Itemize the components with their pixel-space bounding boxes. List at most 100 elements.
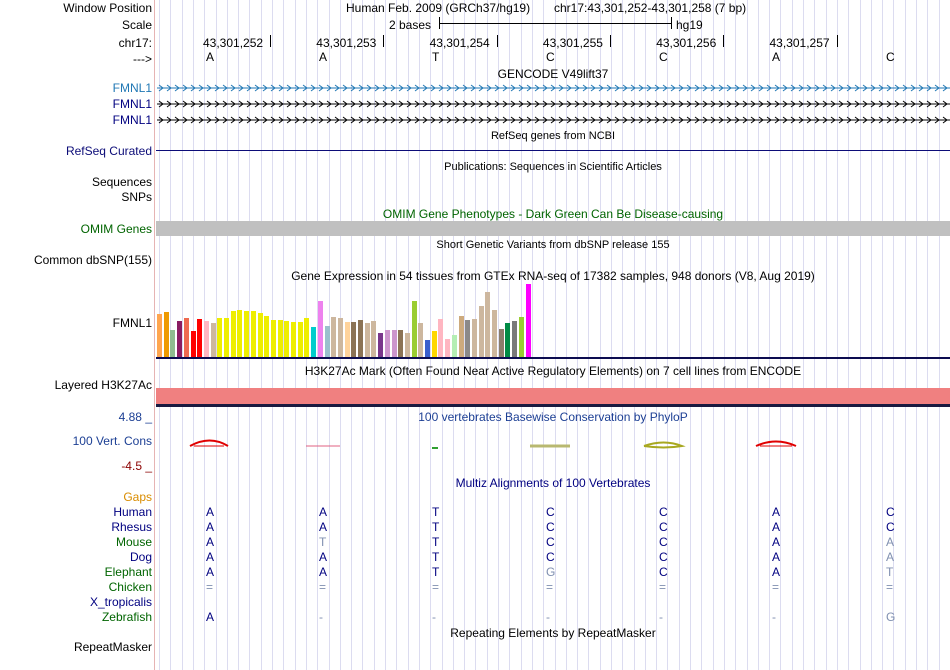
alignment-base: = bbox=[886, 580, 894, 594]
gtex-tissue-bar[interactable] bbox=[304, 318, 310, 357]
gtex-tissue-bar[interactable] bbox=[170, 330, 176, 357]
grid-line bbox=[317, 0, 318, 670]
species-label[interactable]: X_tropicalis bbox=[89, 595, 152, 609]
species-label[interactable]: Dog bbox=[129, 550, 152, 564]
gtex-tissue-bar[interactable] bbox=[384, 330, 390, 357]
omim-label[interactable]: OMIM Genes bbox=[80, 222, 152, 236]
gene-model-fmnl1[interactable] bbox=[157, 114, 950, 124]
gtex-tissue-bar[interactable] bbox=[438, 319, 444, 357]
gtex-tissue-bar[interactable] bbox=[485, 292, 491, 357]
gencode-title: GENCODE V49lift37 bbox=[497, 67, 609, 81]
publications-label-snps[interactable]: SNPs bbox=[121, 190, 152, 204]
grid-line bbox=[667, 0, 668, 670]
h3k27ac-label[interactable]: Layered H3K27Ac bbox=[54, 378, 152, 392]
gtex-tissue-bar[interactable] bbox=[431, 331, 437, 357]
species-label[interactable]: Zebrafish bbox=[101, 610, 152, 624]
gtex-tissue-bar[interactable] bbox=[518, 317, 524, 357]
gtex-tissue-bar[interactable] bbox=[317, 301, 323, 357]
gtex-tissue-bar[interactable] bbox=[230, 311, 236, 357]
alignment-base: - bbox=[319, 610, 323, 624]
species-label[interactable]: Rhesus bbox=[111, 520, 152, 534]
grid-line bbox=[543, 0, 544, 670]
species-label[interactable]: Human bbox=[113, 505, 152, 519]
alignment-base: A bbox=[772, 565, 781, 579]
h3k27ac-signal[interactable] bbox=[156, 388, 950, 404]
alignment-base: T bbox=[319, 535, 327, 549]
species-label[interactable]: Chicken bbox=[108, 580, 152, 594]
conservation-label[interactable]: 100 Vert. Cons bbox=[72, 434, 152, 448]
gtex-tissue-bar[interactable] bbox=[297, 322, 303, 357]
gtex-bar-chart[interactable] bbox=[157, 284, 557, 357]
gencode-row-label[interactable]: FMNL1 bbox=[112, 97, 152, 111]
gencode-row-label[interactable]: FMNL1 bbox=[112, 81, 152, 95]
gtex-tissue-bar[interactable] bbox=[291, 322, 296, 357]
gtex-tissue-bar[interactable] bbox=[344, 322, 350, 357]
gtex-tissue-bar[interactable] bbox=[250, 311, 256, 357]
gene-model-fmnl1[interactable] bbox=[157, 98, 950, 108]
gtex-tissue-bar[interactable] bbox=[451, 335, 457, 357]
conservation-wiggle[interactable] bbox=[156, 437, 950, 453]
gtex-tissue-bar[interactable] bbox=[478, 306, 484, 357]
alignment-base: C bbox=[546, 505, 555, 519]
gtex-tissue-bar[interactable] bbox=[411, 301, 417, 357]
gtex-tissue-bar[interactable] bbox=[458, 316, 464, 357]
gtex-tissue-bar[interactable] bbox=[512, 321, 518, 357]
gtex-tissue-bar[interactable] bbox=[190, 331, 196, 357]
gtex-tissue-bar[interactable] bbox=[378, 333, 384, 357]
gtex-tissue-bar[interactable] bbox=[284, 321, 290, 357]
gaps-label[interactable]: Gaps bbox=[123, 490, 152, 504]
gtex-tissue-bar[interactable] bbox=[505, 323, 511, 357]
gtex-tissue-bar[interactable] bbox=[217, 318, 223, 357]
gtex-tissue-bar[interactable] bbox=[270, 320, 276, 357]
gtex-tissue-bar[interactable] bbox=[163, 312, 169, 357]
gtex-tissue-bar[interactable] bbox=[331, 317, 337, 357]
gtex-tissue-bar[interactable] bbox=[224, 318, 229, 357]
gtex-tissue-bar[interactable] bbox=[471, 319, 477, 357]
gtex-tissue-bar[interactable] bbox=[364, 323, 370, 357]
species-label[interactable]: Elephant bbox=[104, 565, 152, 579]
gtex-label[interactable]: FMNL1 bbox=[112, 316, 152, 330]
gtex-tissue-bar[interactable] bbox=[177, 321, 183, 357]
gtex-tissue-bar[interactable] bbox=[398, 330, 404, 357]
gtex-tissue-bar[interactable] bbox=[197, 319, 203, 357]
gtex-tissue-bar[interactable] bbox=[324, 326, 330, 357]
refseq-label[interactable]: RefSeq Curated bbox=[65, 144, 152, 158]
gtex-tissue-bar[interactable] bbox=[311, 327, 317, 357]
gene-model-fmnl1[interactable] bbox=[157, 82, 950, 92]
gtex-tissue-bar[interactable] bbox=[157, 314, 162, 357]
coordinate-tick bbox=[723, 35, 725, 47]
conservation-title: 100 vertebrates Basewise Conservation by… bbox=[418, 410, 688, 424]
gtex-tissue-bar[interactable] bbox=[371, 321, 377, 357]
gtex-tissue-bar[interactable] bbox=[418, 323, 424, 357]
gtex-tissue-bar[interactable] bbox=[445, 339, 451, 357]
gtex-tissue-bar[interactable] bbox=[404, 333, 410, 357]
gencode-row-label[interactable]: FMNL1 bbox=[112, 113, 152, 127]
publications-label-sequences[interactable]: Sequences bbox=[91, 175, 152, 189]
gtex-tissue-bar[interactable] bbox=[210, 323, 216, 357]
gtex-tissue-bar[interactable] bbox=[351, 322, 357, 357]
dbsnp-label[interactable]: Common dbSNP(155) bbox=[33, 253, 152, 267]
gtex-tissue-bar[interactable] bbox=[391, 330, 397, 357]
gtex-tissue-bar[interactable] bbox=[498, 329, 504, 357]
gtex-tissue-bar[interactable] bbox=[492, 310, 497, 357]
species-label[interactable]: Mouse bbox=[115, 535, 152, 549]
gtex-tissue-bar[interactable] bbox=[183, 318, 189, 357]
gtex-tissue-bar[interactable] bbox=[425, 340, 430, 357]
gtex-tissue-bar[interactable] bbox=[277, 320, 283, 357]
gtex-tissue-bar[interactable] bbox=[525, 284, 531, 357]
alignment-base: C bbox=[886, 505, 895, 519]
gtex-tissue-bar[interactable] bbox=[237, 310, 243, 357]
gtex-tissue-bar[interactable] bbox=[244, 311, 250, 357]
omim-gene-block[interactable] bbox=[156, 221, 950, 236]
repeatmasker-label[interactable]: RepeatMasker bbox=[73, 640, 152, 654]
refseq-gene-line[interactable] bbox=[156, 150, 950, 151]
gtex-tissue-bar[interactable] bbox=[264, 316, 270, 357]
alignment-base: T bbox=[432, 565, 440, 579]
gtex-tissue-bar[interactable] bbox=[257, 313, 263, 357]
gtex-tissue-bar[interactable] bbox=[203, 321, 209, 357]
alignment-base: T bbox=[432, 520, 440, 534]
gtex-tissue-bar[interactable] bbox=[465, 320, 471, 357]
alignment-base: = bbox=[319, 580, 327, 594]
gtex-tissue-bar[interactable] bbox=[337, 318, 343, 357]
gtex-tissue-bar[interactable] bbox=[358, 320, 363, 357]
